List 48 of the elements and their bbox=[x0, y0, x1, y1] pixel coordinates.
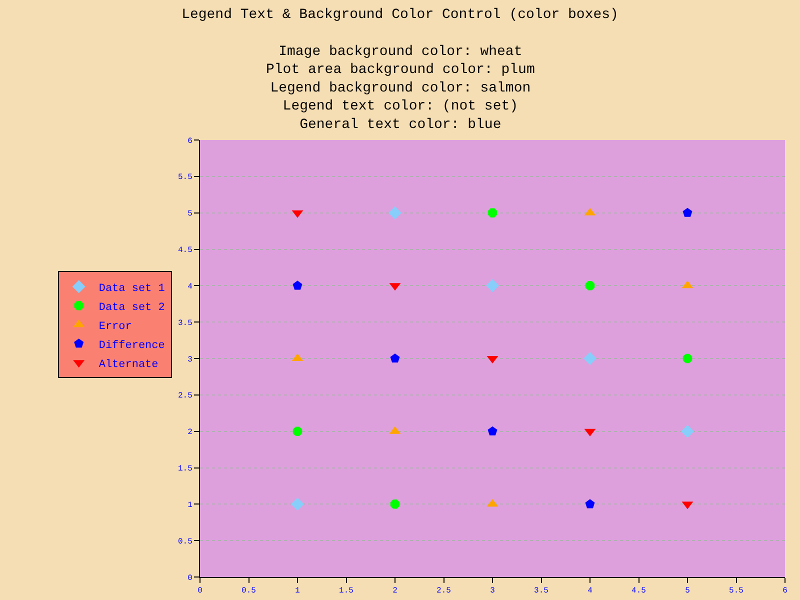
y-tick-label: 6 bbox=[188, 136, 193, 146]
point bbox=[488, 426, 498, 436]
x-tick-label: 4.5 bbox=[632, 586, 646, 596]
legend-label: Data set 2 bbox=[98, 302, 165, 314]
point bbox=[388, 206, 402, 220]
x-tick-label: 3 bbox=[490, 586, 496, 596]
point bbox=[681, 424, 694, 438]
y-tick-label: 1.5 bbox=[178, 464, 193, 474]
x-tick-label: 0.5 bbox=[242, 586, 256, 596]
x-tick-label: 2.5 bbox=[436, 586, 452, 596]
point bbox=[291, 498, 304, 511]
y-tick-label: 0.5 bbox=[178, 537, 193, 546]
y-tick-label: 3 bbox=[188, 355, 193, 364]
x-tick-label: 5 bbox=[685, 586, 690, 596]
y-tick-label: 5.5 bbox=[178, 173, 193, 182]
x-tick-label: 0 bbox=[198, 586, 203, 596]
point bbox=[584, 352, 596, 365]
point bbox=[390, 500, 400, 509]
legend-label: Difference bbox=[98, 340, 165, 352]
x-tick-label: 5.5 bbox=[729, 586, 744, 596]
point bbox=[682, 208, 692, 217]
point bbox=[292, 426, 302, 436]
x-tick-label: 3.5 bbox=[534, 586, 549, 596]
x-tick-label: 1.5 bbox=[339, 586, 354, 596]
y-tick-label: 3.5 bbox=[178, 318, 193, 328]
point bbox=[682, 354, 692, 364]
x-tick-label: 6 bbox=[782, 586, 788, 596]
point bbox=[292, 280, 302, 290]
x-tick-label: 1 bbox=[295, 586, 300, 596]
y-tick-label: 1 bbox=[188, 500, 193, 510]
x-tick-label: 2 bbox=[392, 586, 398, 596]
chart-title: Legend Text & Background Color Control (color boxes) bbox=[182, 6, 618, 23]
y-tick-label: 0 bbox=[188, 574, 193, 583]
chart-subtitle: Image background color: wheat Plot area background color: plum Legend background color: salmon Legend text color: (not set) General text color: blue bbox=[266, 44, 535, 133]
y-tick-label: 4.5 bbox=[178, 246, 193, 256]
point bbox=[585, 499, 595, 508]
x-tick-label: 4 bbox=[588, 586, 593, 596]
point bbox=[488, 208, 498, 218]
legend-label: Data set 1 bbox=[98, 282, 166, 295]
point bbox=[585, 281, 595, 290]
y-tick-label: 2 bbox=[188, 428, 193, 438]
y-tick-label: 2.5 bbox=[178, 392, 193, 401]
legend-label: Alternate bbox=[98, 358, 158, 371]
legend-label: Error bbox=[98, 320, 132, 333]
point bbox=[486, 279, 499, 292]
point bbox=[390, 354, 400, 363]
y-tick-label: 5 bbox=[188, 210, 193, 219]
y-tick-label: 4 bbox=[188, 282, 193, 292]
